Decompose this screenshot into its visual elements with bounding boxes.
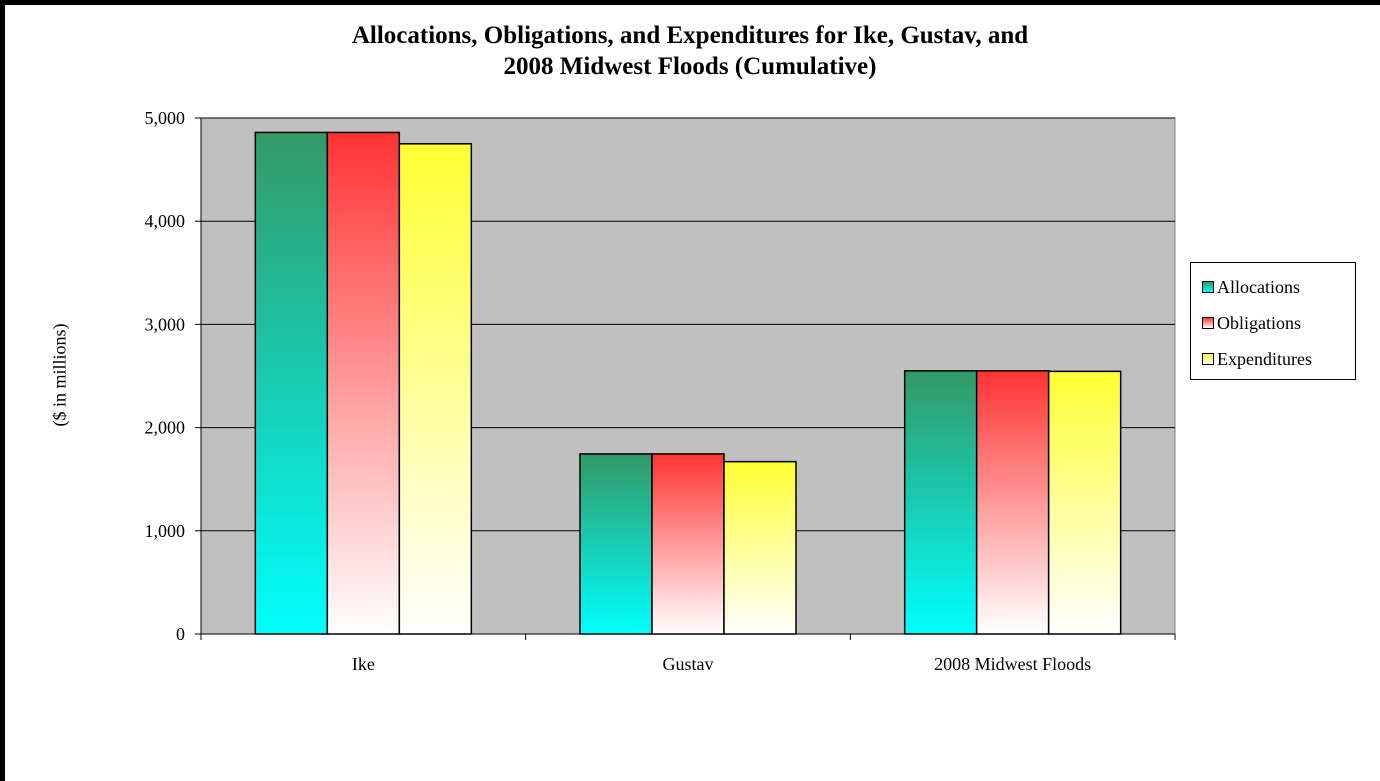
chart-title-line-2: 2008 Midwest Floods (Cumulative) bbox=[503, 53, 877, 80]
legend-label-allocations: Allocations bbox=[1217, 276, 1300, 297]
legend-label-obligations: Obligations bbox=[1217, 312, 1301, 333]
y-tick-label: 5,000 bbox=[145, 108, 186, 128]
bar-allocations bbox=[579, 453, 653, 635]
bar-allocations bbox=[254, 131, 329, 635]
legend-item-expenditures: Expenditures bbox=[1191, 341, 1355, 377]
bar-obligations bbox=[326, 131, 401, 635]
legend-swatch-allocations bbox=[1202, 281, 1214, 293]
chart-title-line-1: Allocations, Obligations, and Expenditur… bbox=[351, 22, 1029, 49]
legend-item-allocations: Allocations bbox=[1191, 269, 1355, 305]
bar-obligations bbox=[975, 370, 1050, 635]
legend-swatch-expenditures bbox=[1202, 353, 1214, 365]
y-tick-label: 0 bbox=[176, 624, 185, 644]
x-tick-label: Ike bbox=[352, 654, 375, 674]
y-tick-label: 4,000 bbox=[145, 211, 186, 231]
legend: Allocations Obligations Expenditures bbox=[1190, 262, 1356, 380]
x-tick-label: 2008 Midwest Floods bbox=[934, 654, 1091, 674]
y-tick-label: 2,000 bbox=[145, 418, 186, 438]
bar-expenditures bbox=[398, 143, 473, 635]
bar-expenditures bbox=[723, 460, 797, 635]
legend-swatch-obligations bbox=[1202, 317, 1214, 329]
bar-expenditures bbox=[1047, 370, 1122, 635]
x-tick-label: Gustav bbox=[663, 654, 714, 674]
y-tick-label: 3,000 bbox=[145, 314, 186, 334]
legend-label-expenditures: Expenditures bbox=[1217, 348, 1312, 369]
chart-title: Allocations, Obligations, and Expenditur… bbox=[0, 20, 1380, 82]
y-tick-label: 1,000 bbox=[145, 521, 186, 541]
bar-allocations bbox=[903, 370, 978, 635]
legend-item-obligations: Obligations bbox=[1191, 305, 1355, 341]
bar-obligations bbox=[651, 453, 725, 635]
